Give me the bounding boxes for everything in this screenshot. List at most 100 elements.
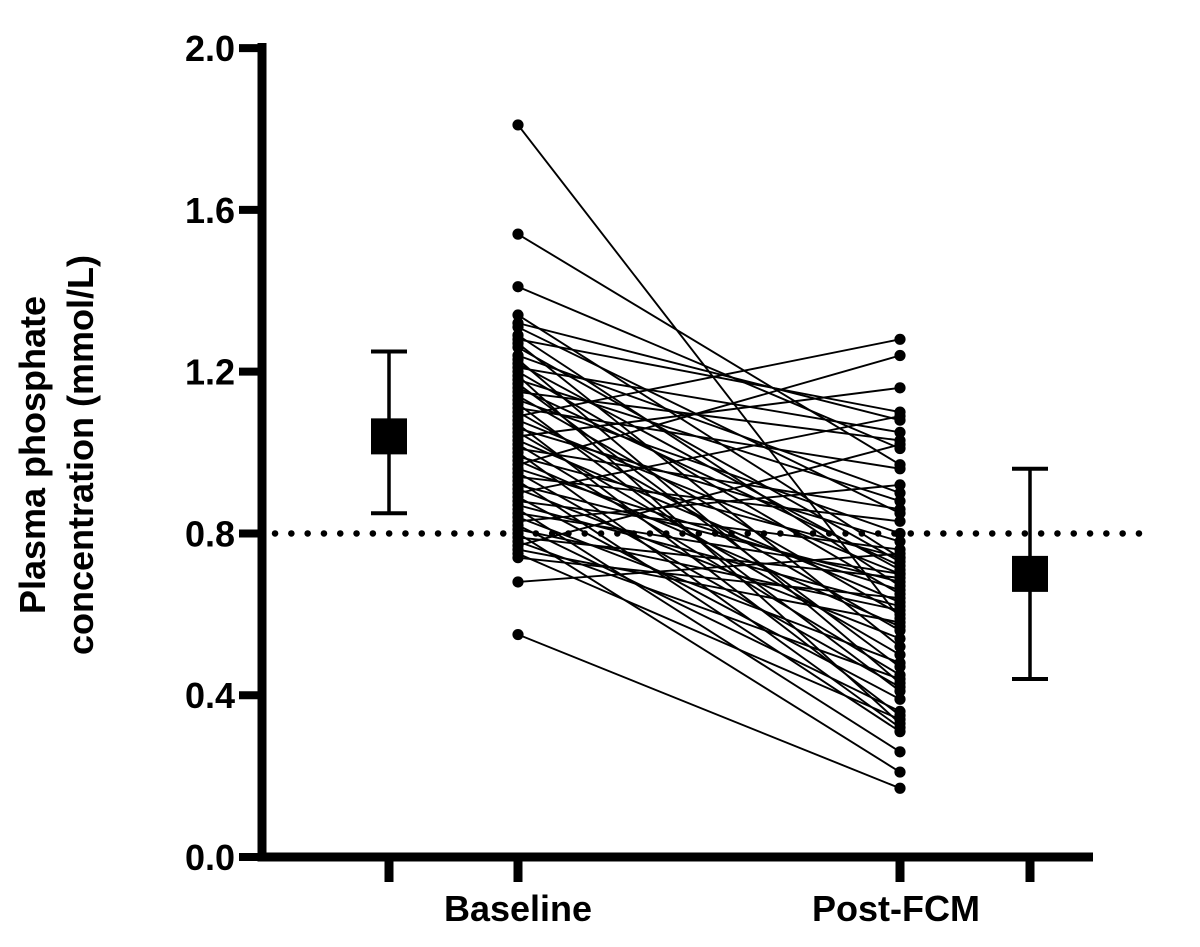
patient-line	[517, 524, 901, 713]
postfcm-point	[894, 657, 906, 669]
postfcm-point	[894, 572, 906, 584]
y-tick-label: 0.4	[185, 675, 235, 716]
postfcm-point	[894, 535, 906, 548]
patient-line	[517, 475, 901, 523]
postfcm-point	[894, 584, 906, 596]
patient-line	[517, 415, 901, 494]
postfcm-point	[894, 503, 906, 515]
patient-line	[517, 556, 901, 600]
postfcm-point	[894, 673, 906, 685]
patient-line	[517, 500, 901, 551]
postfcm-point	[894, 527, 906, 540]
paired-lines-group	[517, 124, 901, 790]
patient-line	[517, 354, 901, 466]
y-axis-title-line1: Plasma phosphate	[12, 296, 53, 614]
baseline-point	[512, 341, 524, 353]
patient-line	[517, 366, 901, 434]
postfcm-point	[894, 782, 906, 794]
postfcm-point	[894, 713, 906, 726]
patient-line	[517, 516, 901, 664]
baseline-point	[512, 309, 524, 321]
postfcm-point	[894, 410, 906, 422]
y-tick-label: 0.0	[185, 837, 235, 878]
postfcm-point	[894, 349, 906, 362]
baseline-point	[512, 119, 524, 131]
postfcm-point	[894, 766, 906, 778]
baseline-point	[512, 228, 524, 240]
postfcm-point	[894, 487, 906, 499]
patient-line	[517, 443, 901, 676]
patient-line	[517, 488, 901, 640]
postfcm-point	[894, 616, 906, 629]
y-tick-label: 1.2	[185, 352, 235, 393]
baseline-point	[512, 281, 524, 293]
patient-line	[517, 504, 901, 608]
baseline-point	[512, 576, 524, 588]
patient-line	[517, 552, 901, 721]
patient-line	[517, 483, 901, 583]
y-tick-label: 2.0	[185, 28, 235, 69]
postfcm-point	[894, 592, 906, 604]
postfcm-point	[894, 705, 906, 717]
patient-line	[517, 370, 901, 595]
patient-line	[517, 548, 901, 624]
postfcm-point	[894, 604, 906, 616]
patient-line	[517, 512, 901, 575]
postfcm-point	[894, 495, 906, 507]
postfcm-point	[894, 382, 906, 394]
postfcm-point	[894, 479, 906, 491]
patient-line	[517, 447, 901, 511]
patient-line	[517, 407, 901, 470]
y-tick-label: 1.6	[185, 190, 235, 231]
postfcm-point	[894, 333, 906, 345]
baseline-point	[512, 321, 524, 333]
postfcm-point	[894, 548, 906, 560]
patient-line	[517, 552, 901, 583]
postfcm-point	[894, 693, 906, 705]
patient-line	[517, 536, 901, 579]
mean-square	[1012, 555, 1048, 592]
postfcm-point	[894, 515, 906, 527]
patient-line	[517, 532, 901, 773]
postfcm-point	[894, 641, 906, 653]
patient-line	[517, 483, 901, 523]
postfcm-point	[894, 426, 906, 438]
y-axis-title-line2: concentration (mmol/L)	[60, 255, 101, 655]
patient-line	[517, 338, 901, 418]
patient-line	[517, 399, 901, 535]
patient-line	[517, 443, 901, 547]
postfcm-point	[894, 560, 906, 572]
patient-line	[517, 233, 901, 466]
baseline-point	[512, 552, 524, 564]
postfcm-point	[894, 438, 906, 451]
patient-line	[517, 403, 901, 692]
x-category-label-baseline: Baseline	[444, 888, 592, 929]
patient-line	[517, 314, 901, 559]
summary-errorbars-group	[371, 349, 1048, 682]
postfcm-point	[894, 649, 906, 661]
patient-line	[517, 528, 901, 612]
patient-line	[517, 395, 901, 616]
axis-ticks-group: 0.0 0.4 0.8 1.2 1.6 2.0	[185, 28, 1035, 882]
patient-line	[517, 439, 901, 604]
mean-square	[371, 418, 407, 455]
postfcm-point	[894, 463, 906, 475]
patient-line	[517, 496, 901, 701]
postfcm-point	[894, 681, 906, 693]
patient-line	[517, 467, 901, 591]
patient-line	[517, 386, 901, 438]
data-points-group	[512, 119, 906, 794]
patient-line	[517, 334, 901, 587]
x-category-label-postfcm: Post-FCM	[812, 888, 980, 929]
patient-line	[517, 390, 901, 442]
y-tick-label: 0.8	[185, 513, 235, 554]
postfcm-point	[894, 746, 906, 758]
patient-line	[517, 633, 901, 790]
patient-line	[517, 322, 901, 422]
postfcm-point	[894, 632, 906, 645]
patient-line	[517, 338, 901, 414]
patient-line	[517, 508, 901, 753]
baseline-point	[512, 628, 524, 641]
